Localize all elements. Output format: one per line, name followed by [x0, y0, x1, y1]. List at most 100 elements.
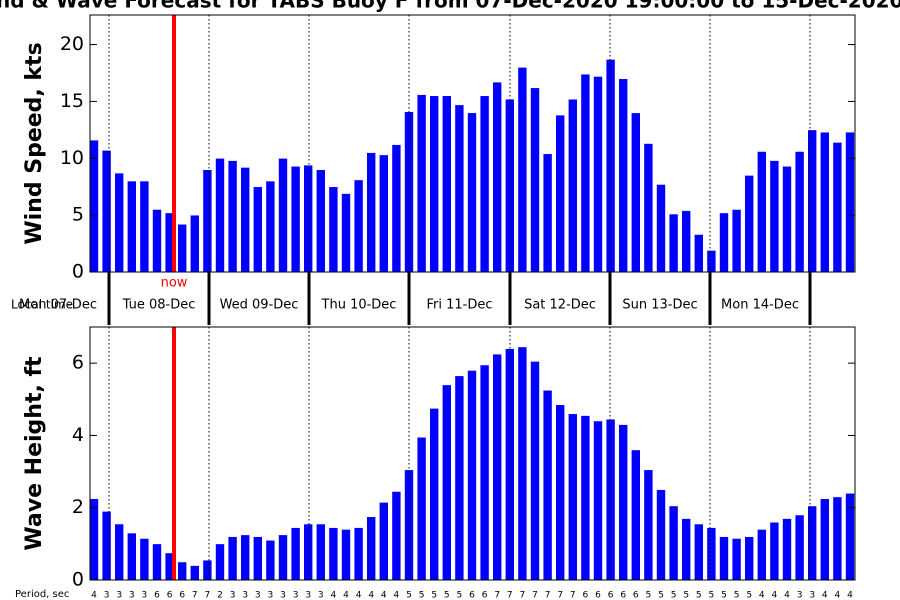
bar	[643, 143, 654, 273]
bar	[605, 59, 616, 273]
bar	[744, 175, 755, 273]
day-label: Mon 14-Dec	[721, 298, 799, 313]
bar	[467, 370, 477, 581]
bar	[542, 389, 553, 581]
bar	[366, 152, 377, 273]
bar	[656, 184, 666, 273]
period-value: 4	[91, 591, 97, 600]
period-value: 3	[809, 591, 815, 600]
bar	[353, 527, 364, 581]
period-value: 7	[570, 591, 576, 600]
bar	[429, 95, 440, 273]
bar	[341, 529, 351, 581]
bar	[177, 561, 187, 581]
period-value: 7	[532, 591, 538, 600]
period-value: 6	[595, 591, 601, 600]
period-value: 6	[179, 591, 185, 600]
bar	[731, 538, 742, 581]
bar	[416, 436, 427, 581]
bar	[378, 154, 389, 273]
period-value: 5	[658, 591, 664, 600]
period-value: 5	[419, 591, 425, 600]
y-tick-label: 20	[60, 33, 84, 55]
period-value: 7	[494, 591, 500, 600]
bar	[832, 496, 843, 581]
bar	[378, 501, 389, 581]
bar	[303, 164, 314, 273]
bar	[227, 536, 238, 581]
bar	[127, 180, 137, 273]
bar	[253, 536, 263, 581]
bar	[391, 144, 402, 273]
bar	[605, 418, 616, 581]
period-value: 5	[431, 591, 437, 600]
bar	[492, 353, 503, 581]
y-tick-label: 15	[60, 90, 84, 112]
chart-title: nd & Wave Forecast for TABS Buoy F from …	[0, 0, 900, 13]
period-value: 3	[255, 591, 261, 600]
period-value: 5	[444, 591, 450, 600]
bar	[630, 449, 641, 581]
bar	[139, 538, 150, 581]
period-value: 5	[406, 591, 412, 600]
bar	[593, 420, 603, 581]
period-value: 3	[797, 591, 803, 600]
period-value: 3	[318, 591, 324, 600]
local-time-label: Local time	[11, 298, 73, 312]
bar	[215, 157, 225, 273]
period-value: 5	[683, 591, 689, 600]
period-value: 4	[331, 591, 337, 600]
bar	[265, 539, 276, 581]
bar	[253, 186, 263, 273]
bar	[416, 94, 427, 273]
bar	[618, 78, 629, 273]
period-value: 7	[507, 591, 513, 600]
day-label: Wed 09-Dec	[220, 298, 299, 313]
bar	[479, 95, 490, 273]
period-value: 7	[205, 591, 211, 600]
bar	[769, 521, 780, 581]
bar	[618, 424, 629, 581]
bar	[819, 498, 830, 581]
period-value: 3	[230, 591, 236, 600]
bar	[706, 527, 717, 581]
bar	[265, 180, 276, 273]
bar	[819, 131, 830, 273]
bar	[580, 415, 591, 581]
bar	[756, 151, 767, 273]
bar	[567, 98, 578, 273]
bar	[328, 186, 339, 273]
bar	[567, 413, 578, 581]
day-label: Fri 11-Dec	[426, 298, 492, 313]
bar	[341, 193, 351, 273]
period-value: 3	[242, 591, 248, 600]
bar	[441, 384, 452, 581]
bar	[114, 172, 124, 273]
bar	[782, 165, 792, 273]
bar	[681, 518, 692, 581]
period-value: 5	[746, 591, 752, 600]
period-value: 4	[772, 591, 778, 600]
bar	[215, 543, 225, 581]
period-value: 6	[154, 591, 160, 600]
period-value: 5	[696, 591, 702, 600]
y-axis-label: Wave Height, ft	[22, 356, 47, 551]
y-tick-label: 4	[72, 424, 84, 446]
bar	[227, 160, 238, 273]
bar	[278, 157, 288, 273]
bar	[693, 234, 704, 273]
bar	[127, 532, 137, 581]
bar	[517, 346, 528, 581]
bar	[782, 518, 792, 581]
bar	[177, 223, 187, 273]
bar	[668, 505, 679, 581]
day-label: Sun 13-Dec	[622, 298, 697, 313]
bar	[315, 169, 326, 273]
period-value: 5	[721, 591, 727, 600]
bar	[756, 529, 767, 581]
bar	[441, 95, 452, 273]
period-value: 4	[343, 591, 349, 600]
bar	[807, 505, 818, 581]
period-value: 3	[142, 591, 148, 600]
